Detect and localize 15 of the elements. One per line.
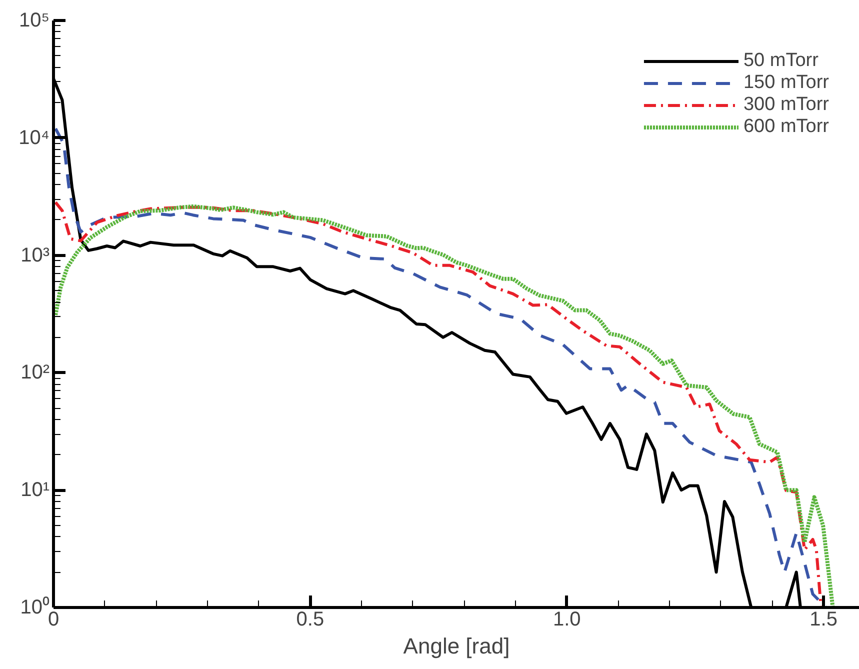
y-tick-label: 10² [20, 362, 50, 384]
x-tick-label: 0 [48, 608, 60, 630]
y-tick-label: 10⁴ [18, 126, 50, 149]
x-tick-label: 0.5 [296, 608, 324, 630]
y-tick-label: 10⁵ [18, 10, 50, 32]
x-tick-label: 1.5 [810, 608, 838, 630]
legend-label: 600 mTorr [743, 116, 829, 138]
x-tick-label: 1.0 [552, 608, 581, 630]
legend-label: 150 mTorr [743, 72, 829, 94]
legend-label: 300 mTorr [743, 94, 829, 116]
y-tick-label: 10³ [20, 244, 50, 266]
y-tick-label: 10⁰ [20, 596, 50, 618]
x-axis-title: Angle [rad] [403, 634, 510, 658]
legend-label: 50 mTorr [743, 50, 818, 72]
y-tick-label: 10¹ [20, 479, 50, 502]
